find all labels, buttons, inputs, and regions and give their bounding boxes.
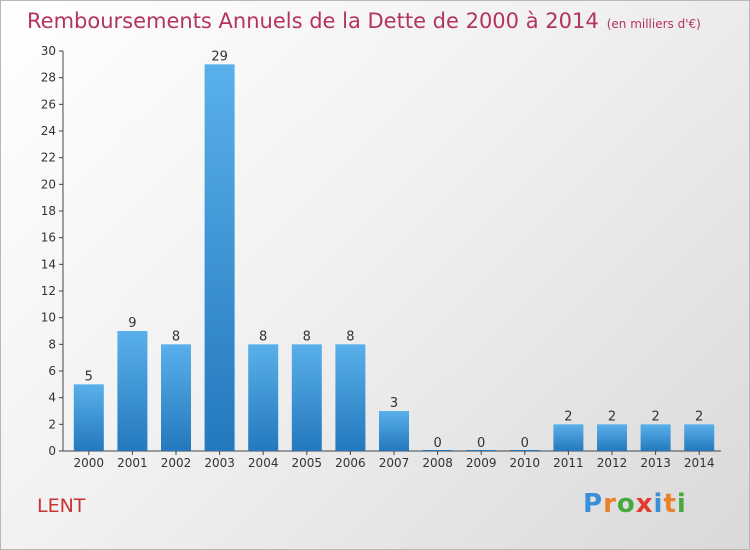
y-tick-label: 8 — [48, 337, 56, 351]
logo-letter: i — [653, 489, 664, 519]
bar-2006 — [335, 344, 366, 451]
data-label: 8 — [172, 329, 180, 344]
x-tick-label: 2004 — [248, 456, 279, 470]
x-tick-label: 2012 — [597, 456, 628, 470]
y-tick-label: 26 — [41, 97, 56, 111]
data-label: 5 — [85, 369, 93, 384]
y-tick-label: 28 — [41, 71, 56, 85]
data-label: 29 — [211, 49, 228, 64]
data-label: 2 — [651, 409, 659, 424]
x-tick-label: 2008 — [422, 456, 453, 470]
data-label: 2 — [695, 409, 703, 424]
y-tick-label: 10 — [41, 311, 56, 325]
bar-2013 — [640, 424, 671, 451]
y-tick-label: 12 — [41, 284, 56, 298]
y-tick-label: 16 — [41, 231, 56, 245]
x-tick-label: 2005 — [292, 456, 323, 470]
chart-title: Remboursements Annuels de la Dette de 20… — [27, 9, 599, 33]
bar-2003 — [204, 64, 235, 452]
logo-letter: x — [635, 489, 654, 519]
bar-2007 — [379, 411, 409, 451]
data-label: 0 — [521, 436, 529, 451]
x-tick-label: 2014 — [684, 456, 715, 470]
bar-2002 — [161, 344, 191, 451]
bar-2005 — [291, 344, 322, 451]
data-label: 2 — [564, 409, 572, 424]
y-tick-label: 2 — [48, 417, 56, 431]
logo-letter: r — [603, 489, 617, 519]
x-tick-label: 2010 — [510, 456, 541, 470]
y-tick-label: 18 — [41, 204, 56, 218]
chart-subtitle: (en milliers d'€) — [606, 17, 701, 31]
data-label: 0 — [477, 436, 485, 451]
location-label: LENT — [37, 495, 86, 517]
bars — [73, 64, 715, 452]
x-tick-label: 2007 — [379, 456, 410, 470]
y-tick-label: 4 — [48, 391, 56, 405]
x-tick-label: 2006 — [335, 456, 366, 470]
x-tick-label: 2011 — [553, 456, 584, 470]
bar-2011 — [553, 424, 584, 451]
x-tick-label: 2003 — [204, 456, 235, 470]
y-tick-label: 0 — [48, 444, 56, 458]
y-tick-label: 22 — [41, 151, 56, 165]
bar-2012 — [597, 424, 627, 451]
data-label: 9 — [128, 316, 136, 331]
data-label: 8 — [346, 329, 354, 344]
chart-title-block: Remboursements Annuels de la Dette de 20… — [27, 9, 701, 33]
data-label: 8 — [303, 329, 311, 344]
data-label: 2 — [608, 409, 616, 424]
logo-letter: i — [676, 489, 687, 519]
logo-letter: P — [583, 489, 604, 519]
y-tick-label: 24 — [41, 124, 56, 138]
data-labels: 5 9 8 29 8 8 8 3 0 0 0 2 2 2 2 — [85, 49, 704, 451]
logo-letter: o — [616, 489, 636, 519]
bar-2001 — [117, 331, 148, 451]
y-tick-label: 6 — [48, 364, 56, 378]
bar-2000 — [73, 384, 104, 451]
data-label: 0 — [433, 436, 441, 451]
logo-letter: t — [663, 489, 677, 519]
x-tick-label: 2009 — [466, 456, 497, 470]
proxiti-logo: Proxiti — [583, 489, 687, 519]
bar-2014 — [684, 424, 715, 451]
x-tick-label: 2002 — [161, 456, 192, 470]
y-tick-label: 14 — [41, 257, 56, 271]
bar-2004 — [248, 344, 279, 451]
x-tick-label: 2001 — [117, 456, 148, 470]
data-label: 3 — [390, 396, 398, 411]
y-tick-label: 20 — [41, 177, 56, 191]
x-tick-label: 2000 — [74, 456, 105, 470]
x-tick-label: 2013 — [640, 456, 671, 470]
y-tick-label: 30 — [41, 44, 56, 58]
data-label: 8 — [259, 329, 267, 344]
